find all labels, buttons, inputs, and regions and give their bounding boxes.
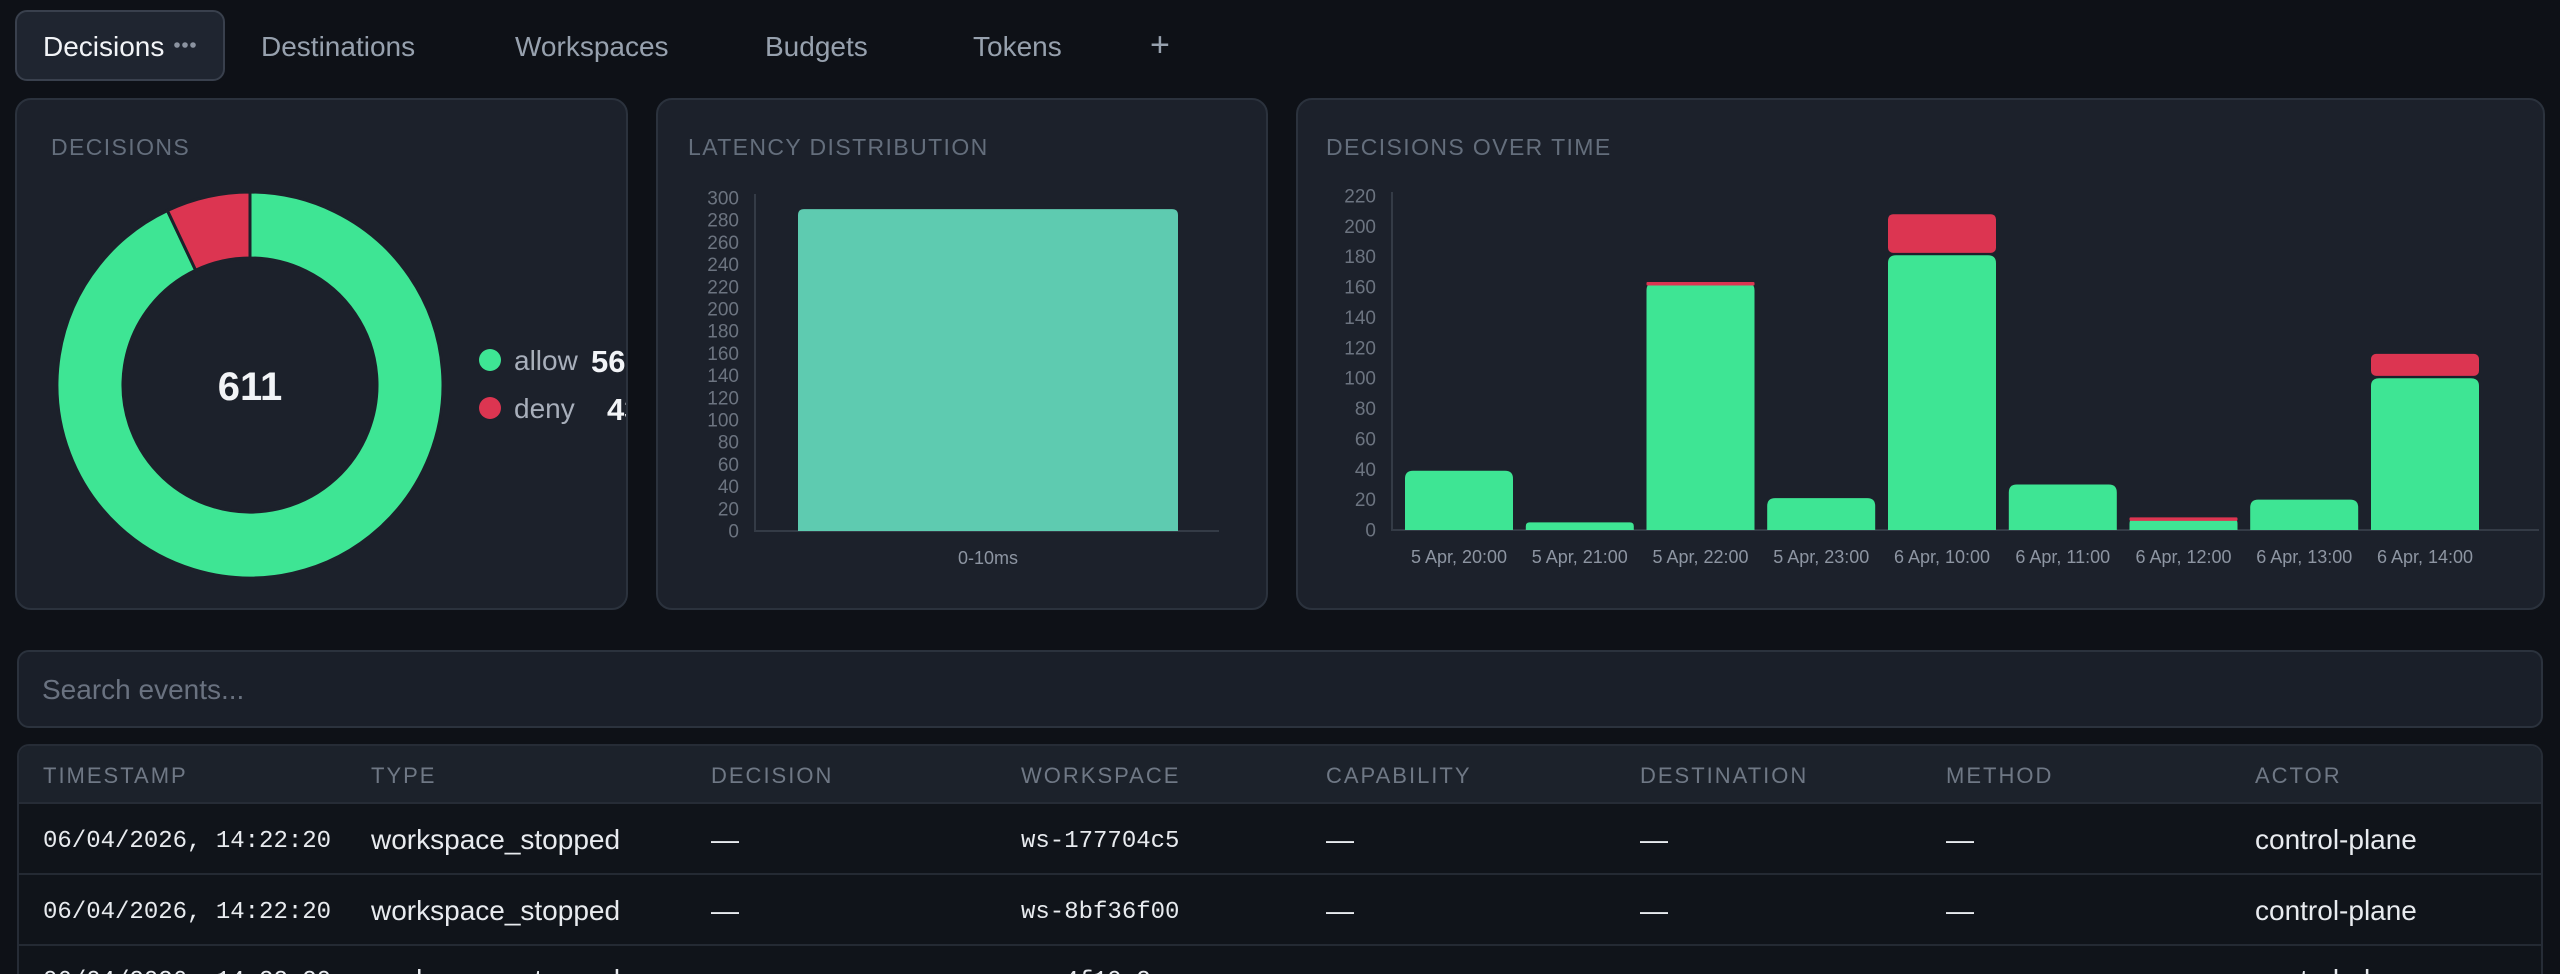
svg-text:6 Apr, 10:00: 6 Apr, 10:00	[1894, 547, 1990, 567]
svg-text:40: 40	[1355, 460, 1376, 481]
svg-text:220: 220	[707, 277, 739, 298]
svg-text:120: 120	[707, 388, 739, 409]
svg-text:120: 120	[1344, 338, 1376, 359]
svg-text:80: 80	[718, 433, 739, 454]
svg-text:5 Apr, 21:00: 5 Apr, 21:00	[1532, 547, 1628, 567]
svg-text:280: 280	[707, 211, 739, 232]
svg-text:0: 0	[1365, 521, 1376, 542]
svg-text:43: 43	[607, 392, 626, 427]
svg-text:240: 240	[707, 255, 739, 276]
svg-text:160: 160	[707, 344, 739, 365]
svg-text:200: 200	[1344, 217, 1376, 238]
svg-text:60: 60	[1355, 429, 1376, 450]
svg-text:140: 140	[707, 366, 739, 387]
svg-text:260: 260	[707, 233, 739, 254]
svg-text:180: 180	[1344, 247, 1376, 268]
svg-text:40: 40	[718, 477, 739, 498]
svg-text:568: 568	[591, 344, 626, 379]
svg-text:80: 80	[1355, 399, 1376, 420]
svg-text:6 Apr, 11:00: 6 Apr, 11:00	[2015, 547, 2110, 567]
svg-text:0-10ms: 0-10ms	[958, 548, 1018, 568]
svg-text:100: 100	[1344, 369, 1376, 390]
svg-text:5 Apr, 20:00: 5 Apr, 20:00	[1411, 547, 1507, 567]
svg-text:60: 60	[718, 455, 739, 476]
svg-text:20: 20	[1355, 490, 1376, 511]
svg-text:180: 180	[707, 322, 739, 343]
svg-text:611: 611	[218, 365, 283, 409]
svg-text:6 Apr, 12:00: 6 Apr, 12:00	[2135, 547, 2231, 567]
svg-text:5 Apr, 22:00: 5 Apr, 22:00	[1652, 547, 1748, 567]
svg-text:140: 140	[1344, 308, 1376, 329]
svg-text:20: 20	[718, 499, 739, 520]
svg-text:6 Apr, 13:00: 6 Apr, 13:00	[2256, 547, 2352, 567]
svg-text:200: 200	[707, 300, 739, 321]
svg-text:0: 0	[728, 522, 739, 543]
svg-text:5 Apr, 23:00: 5 Apr, 23:00	[1773, 547, 1869, 567]
svg-text:deny: deny	[514, 393, 575, 424]
svg-text:300: 300	[707, 189, 739, 210]
svg-text:220: 220	[1344, 187, 1376, 208]
svg-text:allow: allow	[514, 345, 579, 376]
svg-text:160: 160	[1344, 278, 1376, 299]
svg-text:100: 100	[707, 411, 739, 432]
svg-text:6 Apr, 14:00: 6 Apr, 14:00	[2377, 547, 2473, 567]
